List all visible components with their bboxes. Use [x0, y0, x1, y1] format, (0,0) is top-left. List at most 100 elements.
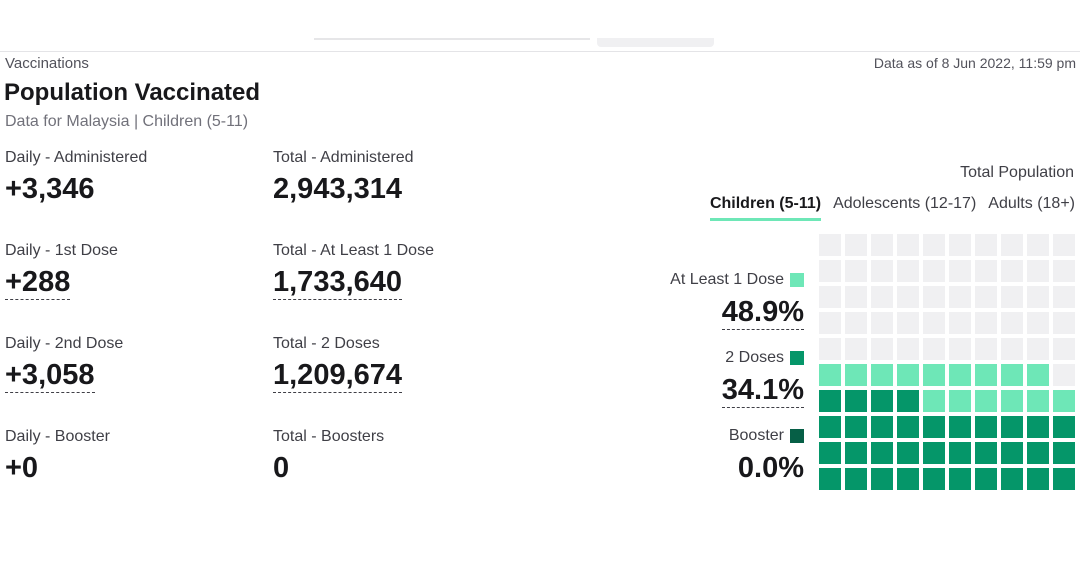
waffle-cell: [819, 234, 841, 256]
waffle-cell: [1027, 286, 1049, 308]
stat-value[interactable]: +288: [5, 266, 71, 300]
waffle-cell: [819, 338, 841, 360]
waffle-cell: [923, 338, 945, 360]
waffle-cell: [1001, 416, 1023, 438]
waffle-cell: [845, 364, 867, 386]
stat-total-boosters: Total - Boosters 0: [273, 428, 384, 485]
waffle-cell: [923, 390, 945, 412]
waffle-cell: [871, 260, 893, 282]
stat-value[interactable]: 1,209,674: [273, 359, 403, 393]
waffle-cell: [1001, 390, 1023, 412]
legend-booster: Booster 0.0%: [729, 427, 804, 485]
waffle-cell: [819, 416, 841, 438]
waffle-cell: [949, 234, 971, 256]
legend-two-doses: 2 Doses 34.1%: [721, 349, 804, 408]
waffle-cell: [845, 468, 867, 490]
stat-daily-booster: Daily - Booster +0: [5, 428, 110, 485]
legend-swatch: [790, 351, 804, 365]
waffle-cell: [923, 312, 945, 334]
waffle-cell: [1027, 442, 1049, 464]
stat-label: Daily - 2nd Dose: [5, 335, 124, 352]
waffle-cell: [845, 416, 867, 438]
legend-at-least-one-dose: At Least 1 Dose 48.9%: [670, 271, 804, 330]
waffle-cell: [975, 390, 997, 412]
stat-label: Daily - 1st Dose: [5, 242, 118, 259]
stat-total-at-least-one-dose: Total - At Least 1 Dose 1,733,640: [273, 242, 434, 300]
waffle-cell: [1027, 234, 1049, 256]
stat-value[interactable]: 1,733,640: [273, 266, 403, 300]
waffle-cell: [819, 312, 841, 334]
waffle-cell: [923, 286, 945, 308]
waffle-cell: [897, 364, 919, 386]
stat-label: Total - Boosters: [273, 428, 385, 445]
waffle-cell: [845, 312, 867, 334]
waffle-cell: [871, 312, 893, 334]
waffle-cell: [1027, 260, 1049, 282]
waffle-cell: [897, 390, 919, 412]
legend-label: At Least 1 Dose: [670, 271, 784, 288]
waffle-cell: [1001, 468, 1023, 490]
stat-value: 0: [273, 452, 290, 484]
waffle-cell: [1027, 416, 1049, 438]
waffle-cell: [1053, 364, 1075, 386]
waffle-cell: [871, 364, 893, 386]
waffle-cell: [1053, 260, 1075, 282]
legend-swatch: [790, 429, 804, 443]
waffle-cell: [845, 390, 867, 412]
waffle-cell: [975, 260, 997, 282]
waffle-cell: [1001, 260, 1023, 282]
waffle-cell: [845, 442, 867, 464]
waffle-cell: [897, 286, 919, 308]
waffle-cell: [871, 338, 893, 360]
top-tab-indicator: [314, 38, 590, 40]
waffle-cell: [1027, 468, 1049, 490]
legend-value[interactable]: 48.9%: [721, 296, 804, 330]
waffle-cell: [1001, 234, 1023, 256]
top-tab-tail: [597, 38, 714, 47]
waffle-cell: [975, 468, 997, 490]
waffle-cell: [949, 260, 971, 282]
waffle-cell: [819, 364, 841, 386]
waffle-cell: [975, 416, 997, 438]
waffle-cell: [1001, 286, 1023, 308]
panel-heading: Total Population: [960, 164, 1074, 181]
waffle-cell: [1001, 338, 1023, 360]
stat-total-administered: Total - Administered 2,943,314: [273, 149, 414, 206]
waffle-cell: [923, 260, 945, 282]
waffle-cell: [949, 364, 971, 386]
legend-label: Booster: [728, 427, 784, 444]
legend-label: 2 Doses: [725, 349, 784, 366]
tab-adolescents[interactable]: Adolescents (12-17): [833, 195, 977, 212]
waffle-cell: [871, 468, 893, 490]
stat-value[interactable]: +3,058: [5, 359, 95, 393]
waffle-cell: [975, 338, 997, 360]
waffle-cell: [897, 338, 919, 360]
waffle-cell: [871, 442, 893, 464]
waffle-cell: [1053, 416, 1075, 438]
waffle-cell: [923, 468, 945, 490]
waffle-cell: [819, 468, 841, 490]
waffle-cell: [975, 364, 997, 386]
waffle-cell: [923, 416, 945, 438]
stat-value: +3,346: [5, 173, 95, 205]
waffle-cell: [1053, 468, 1075, 490]
waffle-cell: [1001, 312, 1023, 334]
waffle-cell: [871, 416, 893, 438]
waffle-cell: [1001, 364, 1023, 386]
waffle-cell: [1053, 286, 1075, 308]
waffle-cell: [975, 286, 997, 308]
waffle-cell: [897, 416, 919, 438]
waffle-cell: [1027, 338, 1049, 360]
waffle-cell: [819, 286, 841, 308]
waffle-cell: [949, 338, 971, 360]
data-as-of: Data as of 8 Jun 2022, 11:59 pm: [873, 55, 1076, 71]
stat-label: Total - 2 Doses: [273, 335, 380, 352]
waffle-cell: [845, 234, 867, 256]
waffle-cell: [897, 312, 919, 334]
waffle-cell: [1053, 312, 1075, 334]
waffle-cell: [819, 260, 841, 282]
tab-children[interactable]: Children (5-11): [709, 195, 822, 221]
waffle-cell: [975, 234, 997, 256]
legend-value[interactable]: 34.1%: [721, 374, 804, 408]
tab-adults[interactable]: Adults (18+): [988, 195, 1075, 212]
